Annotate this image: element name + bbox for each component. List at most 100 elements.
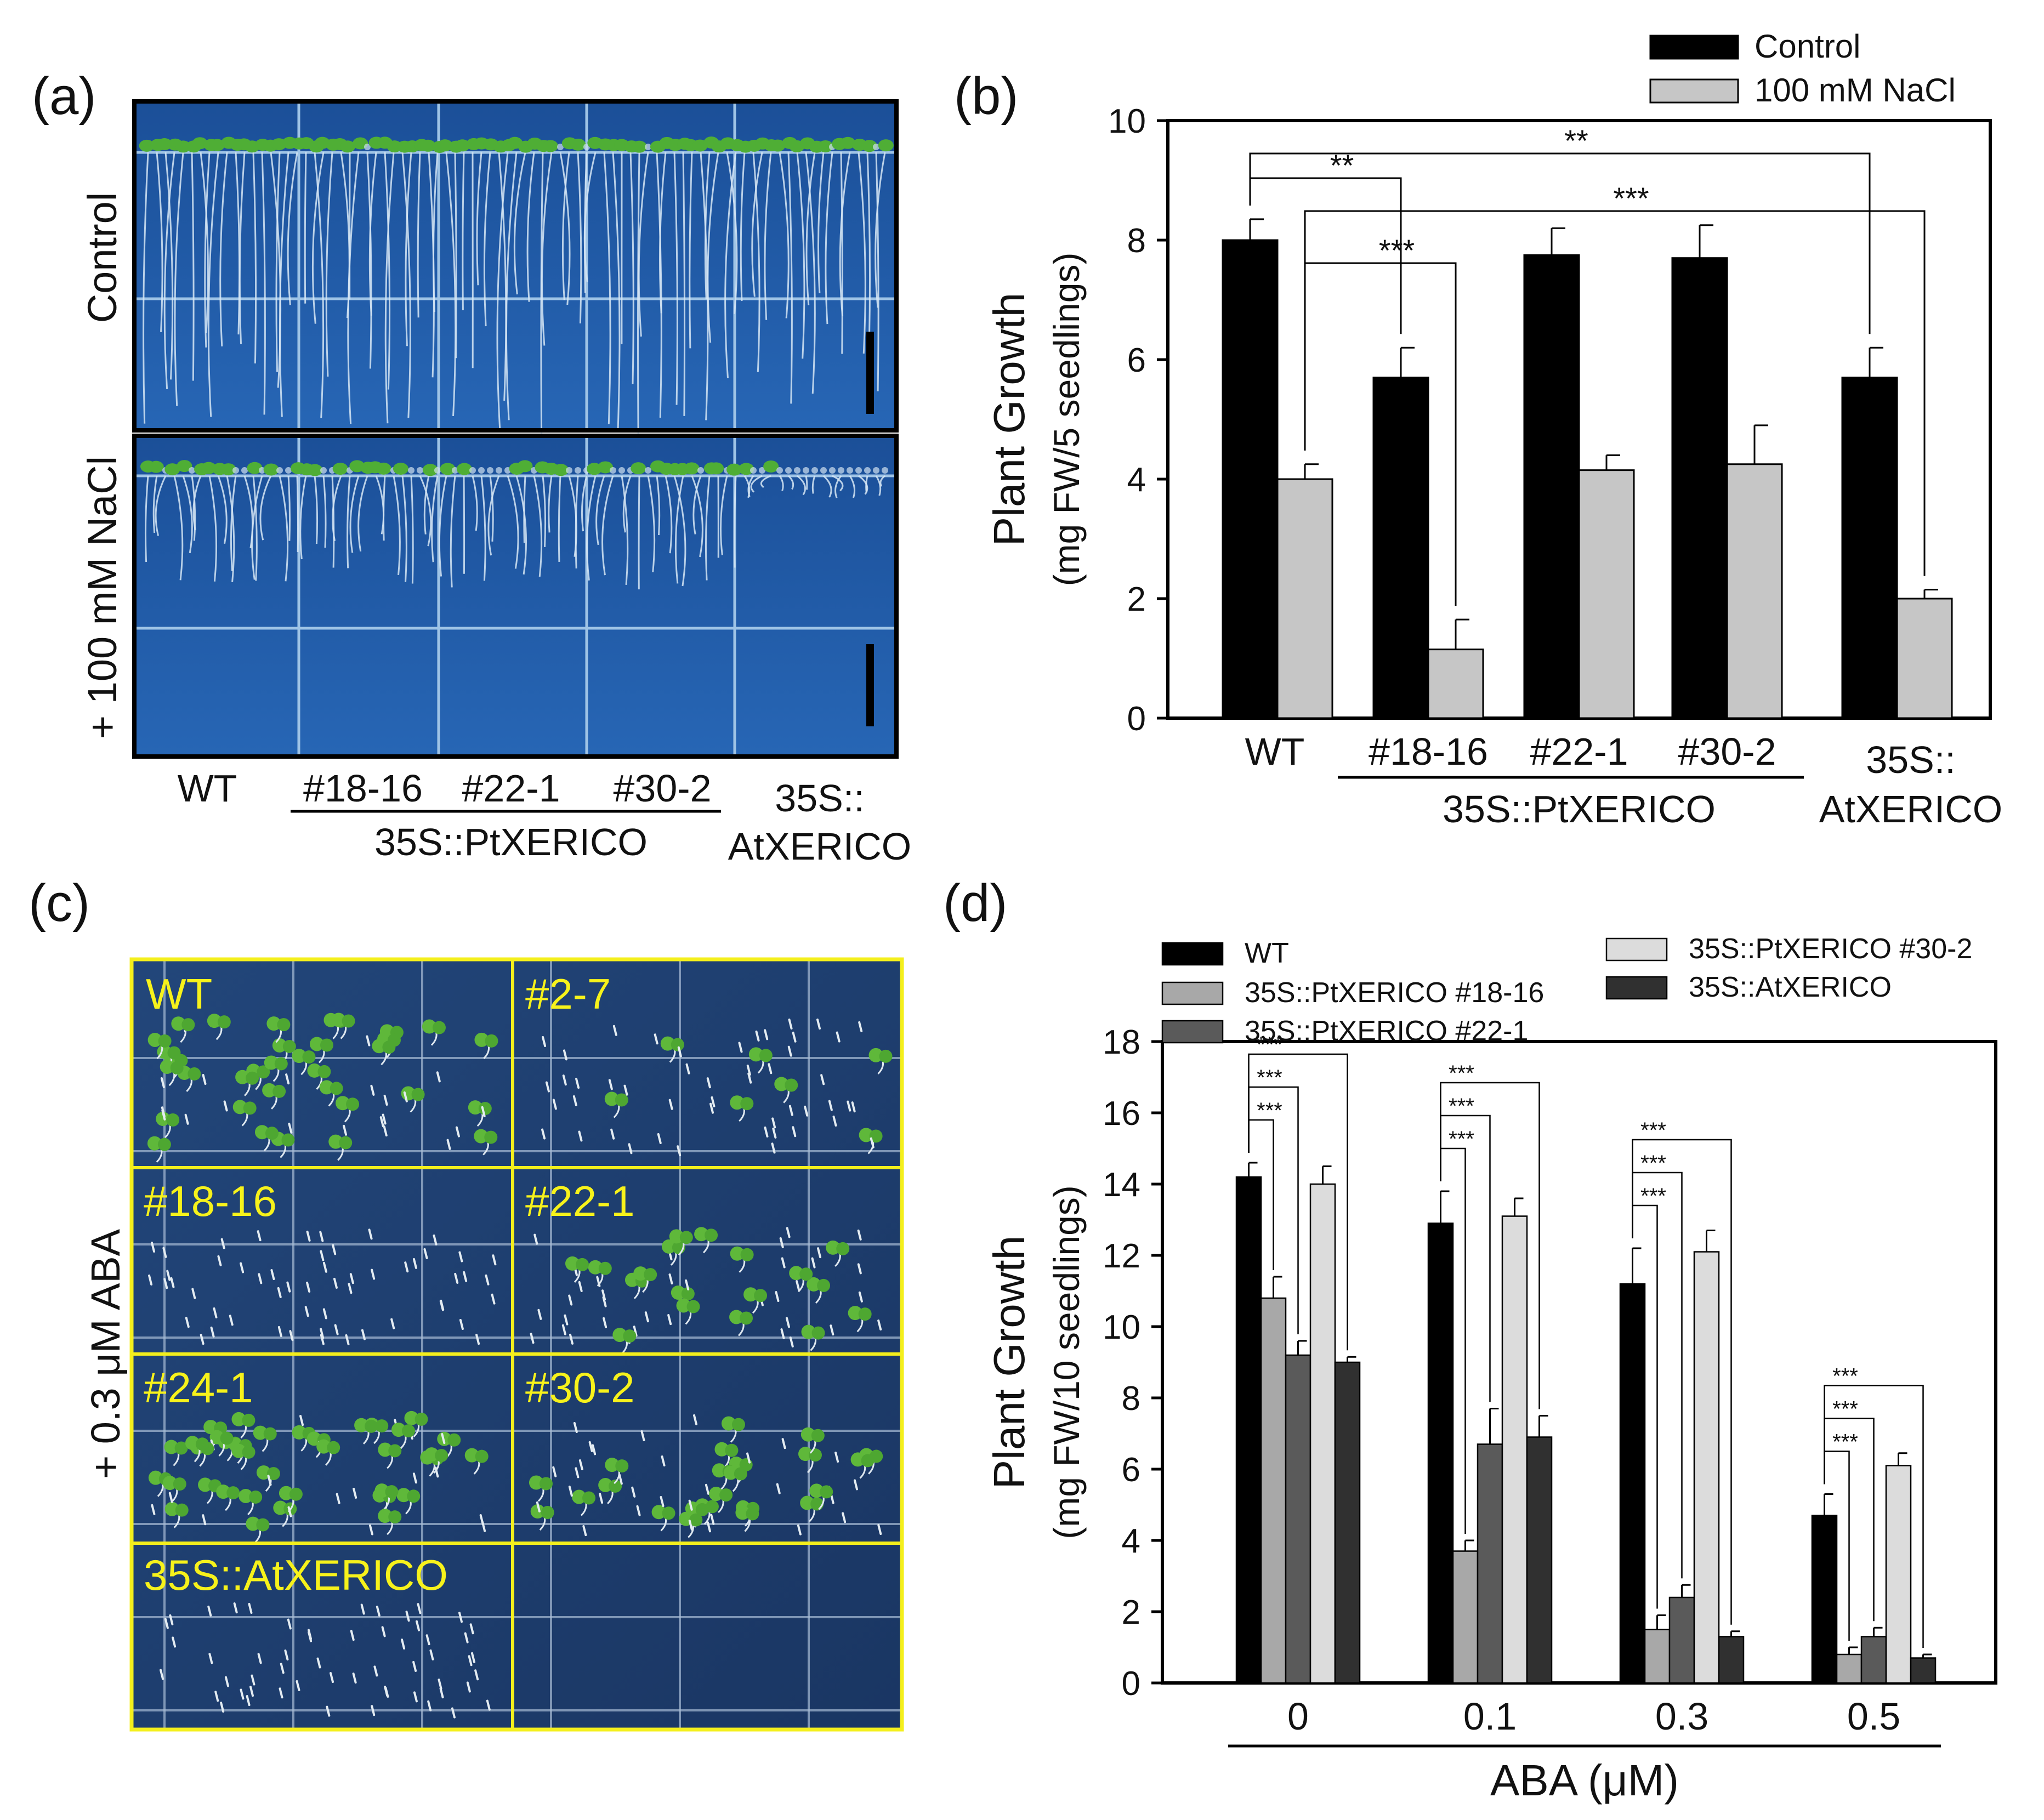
ungerminated-seed	[249, 1686, 254, 1697]
ungerminated-seed	[258, 1273, 263, 1284]
seedling-root	[219, 152, 228, 346]
ungerminated-seed	[479, 1514, 484, 1526]
seedling-root	[726, 152, 738, 314]
seedling-leaf	[817, 1278, 831, 1292]
seedling-leaf	[712, 1463, 726, 1478]
seedling-leaf	[247, 462, 263, 474]
seedling-leaf	[422, 464, 438, 476]
seedling-root	[750, 475, 763, 493]
panel-a-cat-22-1: #22-1	[462, 767, 560, 810]
ungerminated-seed	[464, 1632, 469, 1643]
ungerminated-seed	[251, 1674, 256, 1686]
seedling-leaf	[517, 460, 533, 473]
seedling-root	[200, 152, 209, 333]
ungerminated-seed	[401, 1639, 406, 1650]
seed	[785, 467, 792, 474]
seedling-leaf	[346, 1097, 360, 1111]
seedling-leaf	[242, 1445, 256, 1459]
seedling-leaf	[331, 1013, 346, 1027]
panel-d-bar	[1910, 1657, 1937, 1684]
panel-d-sig-label: ***	[1832, 1430, 1858, 1454]
panel-b-xtick-label: 35S::	[1866, 738, 1955, 781]
seedling-root	[805, 475, 808, 490]
seedling-leaf	[714, 1442, 729, 1457]
seedling-root	[752, 152, 760, 372]
ungerminated-seed	[705, 1483, 709, 1495]
panel-d-bar	[1860, 1636, 1887, 1684]
seedling-leaf	[239, 1488, 253, 1503]
ungerminated-seed	[858, 1021, 863, 1032]
seedling-leaf	[447, 1433, 461, 1447]
ungerminated-seed	[381, 1626, 386, 1637]
seedling-root	[275, 152, 281, 372]
seedling-root	[849, 475, 856, 498]
panel-d-bar	[1885, 1465, 1912, 1684]
ungerminated-seed	[811, 1257, 816, 1269]
seed	[469, 467, 476, 474]
seedling-leaf	[861, 1454, 875, 1468]
seedling-leaf	[800, 1495, 815, 1510]
seedling-leaf	[404, 1410, 419, 1425]
seedling-root	[322, 475, 327, 548]
ungerminated-seed	[530, 1333, 535, 1344]
seedling-leaf	[401, 1424, 415, 1438]
ungerminated-seed	[382, 1113, 387, 1125]
ungerminated-seed	[160, 1669, 164, 1680]
panel-c-cell-2-7: #2-7	[525, 970, 611, 1018]
seedling-root	[779, 152, 790, 318]
ungerminated-seed	[693, 1414, 697, 1425]
panel-d-legend-label: 35S::PtXERICO #18-16	[1245, 977, 1544, 1009]
ungerminated-seed	[668, 1099, 673, 1110]
seedling-leaf	[226, 1486, 240, 1500]
seedling-leaf	[256, 1518, 270, 1532]
seedling-leaf	[709, 1487, 724, 1502]
ungerminated-seed	[746, 1065, 751, 1076]
seedling-leaf	[623, 1329, 637, 1343]
ungerminated-seed	[168, 1492, 173, 1503]
ungerminated-seed	[403, 1091, 408, 1102]
ungerminated-seed	[789, 1336, 794, 1347]
seedling-leaf	[171, 1016, 186, 1031]
seedling-leaf	[378, 1509, 393, 1523]
seedling-leaf	[158, 1034, 172, 1048]
seedling-root	[174, 152, 184, 406]
seedling-root	[674, 475, 684, 584]
seedling-root	[689, 152, 693, 349]
seedling-root	[797, 475, 806, 496]
seedling-root	[331, 475, 335, 568]
ungerminated-seed	[446, 1139, 451, 1150]
seedling-leaf	[861, 140, 877, 152]
panel-d-bar	[1644, 1629, 1671, 1684]
panel-b-bar	[1726, 463, 1783, 719]
seed	[811, 467, 818, 474]
seedling-leaf	[631, 462, 646, 475]
seedling-root	[561, 152, 570, 300]
seedling-leaf	[694, 1227, 709, 1242]
seedling-leaf	[575, 1258, 589, 1271]
seedling-leaf	[185, 1436, 200, 1451]
seedling-leaf	[615, 1093, 628, 1107]
seedling-leaf	[588, 1260, 603, 1275]
panel-a-row-label-nacl: + 100 mM NaCl	[80, 456, 125, 739]
seedling-leaf	[246, 1071, 259, 1085]
seedling-leaf	[684, 462, 700, 475]
seedling-leaf	[734, 1467, 747, 1481]
seedling-leaf	[541, 1506, 554, 1520]
seedling-root	[480, 475, 486, 581]
seedling-leaf	[464, 1448, 479, 1463]
ungerminated-seed	[816, 1019, 821, 1030]
ungerminated-seed	[413, 1691, 418, 1703]
ungerminated-seed	[441, 1433, 446, 1444]
seedling-root	[279, 152, 289, 417]
ungerminated-seed	[471, 1652, 476, 1663]
ungerminated-seed	[277, 1287, 282, 1298]
seedling-leaf	[254, 1125, 269, 1140]
ungerminated-seed	[438, 1679, 442, 1690]
panel-c-cell-24-1: #24-1	[144, 1363, 253, 1412]
ungerminated-seed	[596, 1276, 601, 1287]
seedling-root	[595, 475, 605, 545]
panel-c-label: (c)	[29, 874, 90, 932]
seedling-root	[541, 152, 553, 346]
panel-d-bar	[1334, 1361, 1361, 1684]
ungerminated-seed	[771, 1142, 776, 1154]
